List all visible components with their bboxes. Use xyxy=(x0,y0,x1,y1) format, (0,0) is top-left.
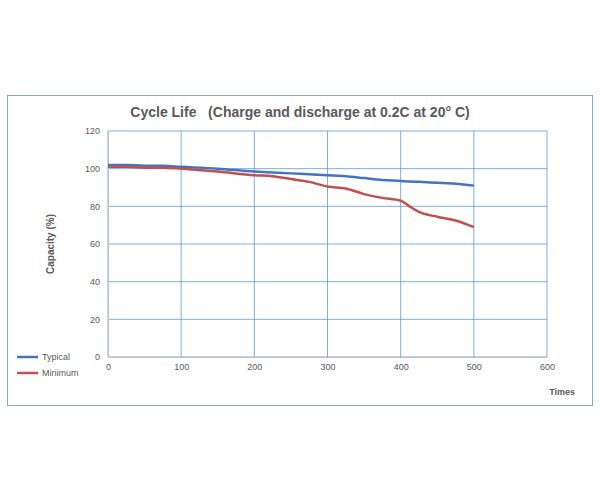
y-tick: 20 xyxy=(90,315,108,325)
x-axis: 0 100 200 300 400 500 600 xyxy=(106,357,555,372)
y-tick: 60 xyxy=(90,239,108,249)
series-line xyxy=(108,167,474,227)
x-tick: 0 xyxy=(106,357,111,372)
y-tick-label: 20 xyxy=(90,315,100,325)
y-tick: 120 xyxy=(85,126,108,136)
grid-line-x xyxy=(547,131,548,357)
x-tick: 100 xyxy=(174,357,189,372)
x-axis-line xyxy=(109,357,548,358)
grid-line-x xyxy=(181,131,182,357)
grid-line-x xyxy=(400,131,401,357)
x-tick-label: 600 xyxy=(540,362,555,372)
y-tick-label: 80 xyxy=(90,202,100,212)
x-tick: 400 xyxy=(394,357,409,372)
x-axis-title: Times xyxy=(549,387,575,397)
legend-label: Minimum xyxy=(42,368,79,378)
y-tick: 100 xyxy=(85,164,108,174)
x-tick-label: 100 xyxy=(174,362,189,372)
grid-line-x xyxy=(327,131,328,357)
y-tick-label: 120 xyxy=(85,126,100,136)
y-tick: 40 xyxy=(90,277,108,287)
background xyxy=(0,0,600,497)
y-tick-label: 40 xyxy=(90,277,100,287)
y-axis-title: Capacity (%) xyxy=(45,214,56,274)
y-tick-label: 100 xyxy=(85,164,100,174)
x-tick-label: 0 xyxy=(106,362,111,372)
grid xyxy=(108,131,547,357)
x-tick-label: 200 xyxy=(247,362,262,372)
x-tick: 200 xyxy=(247,357,262,372)
y-axis: 0 20 40 60 80 100 120 xyxy=(85,126,109,362)
grid-line-x xyxy=(473,131,474,357)
legend-label: Typical xyxy=(42,352,70,362)
chart-title: Cycle Life (Charge and discharge at 0.2C… xyxy=(130,104,469,120)
chart: Cycle Life (Charge and discharge at 0.2C… xyxy=(0,0,600,497)
grid-line-x xyxy=(254,131,255,357)
legend-swatch xyxy=(17,372,38,375)
legend: Typical Minimum xyxy=(17,352,79,378)
chart-frame xyxy=(8,96,593,406)
x-tick-label: 300 xyxy=(320,362,335,372)
y-tick-label: 0 xyxy=(95,352,100,362)
y-tick-label: 60 xyxy=(90,239,100,249)
x-tick-label: 500 xyxy=(467,362,482,372)
plot-area xyxy=(108,165,474,227)
x-tick: 300 xyxy=(320,357,335,372)
x-tick: 500 xyxy=(467,357,482,372)
x-tick: 600 xyxy=(540,357,555,372)
y-tick: 0 xyxy=(95,352,108,362)
y-tick: 80 xyxy=(90,202,108,212)
x-tick-label: 400 xyxy=(394,362,409,372)
legend-swatch xyxy=(17,356,38,359)
